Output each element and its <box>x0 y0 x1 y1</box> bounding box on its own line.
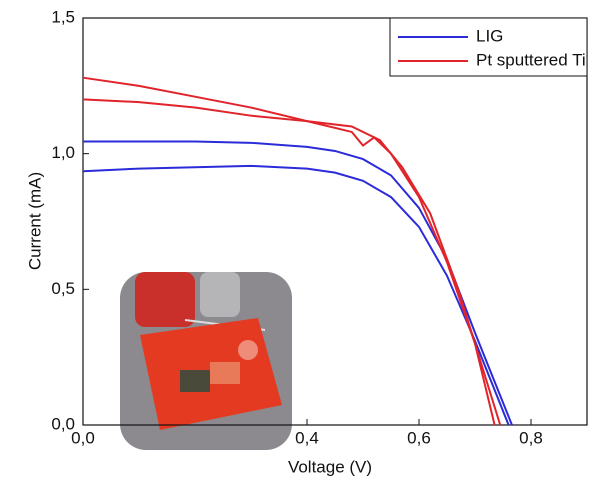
y-tick-label: 0,0 <box>51 414 75 433</box>
x-tick-label: 0,8 <box>519 428 543 447</box>
y-axis-label: Current (mA) <box>25 172 44 270</box>
line-series <box>82 164 510 426</box>
y-tick-label: 0,5 <box>51 279 75 298</box>
x-axis-label: Voltage (V) <box>288 457 372 476</box>
y-tick-label: 1,0 <box>51 143 75 162</box>
y-tick-label: 1,5 <box>51 7 75 26</box>
line-series <box>82 98 502 426</box>
plot-frame <box>82 17 588 426</box>
inset-photo <box>120 272 292 450</box>
x-tick-label: 0,6 <box>407 428 431 447</box>
legend <box>389 17 588 77</box>
line-series <box>82 76 496 426</box>
legend-label: LIG <box>476 26 503 45</box>
x-tick-label: 0,4 <box>295 428 319 447</box>
x-tick-label: 0,0 <box>71 428 95 447</box>
legend-label: Pt sputtered Ti <box>476 50 586 69</box>
